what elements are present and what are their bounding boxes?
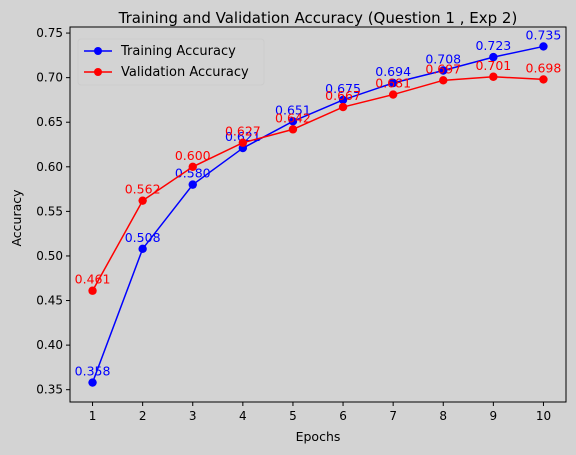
validation-accuracy-data-label: 0.600 bbox=[175, 148, 211, 163]
validation-accuracy-point bbox=[88, 286, 97, 295]
training-accuracy-data-label: 0.723 bbox=[475, 38, 511, 53]
validation-accuracy-point bbox=[539, 75, 548, 84]
legend-label-training: Training Accuracy bbox=[120, 44, 236, 59]
validation-accuracy-data-label: 0.698 bbox=[526, 60, 562, 75]
legend-label-validation: Validation Accuracy bbox=[121, 65, 249, 80]
x-tick-label: 10 bbox=[536, 409, 551, 423]
validation-accuracy-point bbox=[338, 102, 348, 112]
training-accuracy-point bbox=[288, 117, 298, 126]
training-accuracy-data-label: 0.735 bbox=[526, 27, 562, 42]
training-accuracy-point bbox=[539, 42, 548, 51]
validation-accuracy-data-label: 0.642 bbox=[275, 110, 311, 125]
y-tick-label: 0.40 bbox=[36, 338, 63, 352]
legend-box bbox=[77, 38, 265, 86]
validation-accuracy-line bbox=[91, 75, 544, 292]
training-accuracy-point bbox=[88, 378, 97, 387]
x-tick-label: 1 bbox=[89, 409, 97, 423]
training-accuracy-data-label: 0.675 bbox=[325, 81, 361, 96]
training-accuracy-data-label: 0.708 bbox=[425, 52, 461, 67]
x-tick-label: 4 bbox=[239, 409, 247, 423]
training-accuracy-point bbox=[489, 52, 498, 62]
training-accuracy-data-label: 0.651 bbox=[275, 102, 311, 117]
training-accuracy-data-label: 0.508 bbox=[125, 230, 161, 245]
training-accuracy-point bbox=[338, 95, 348, 105]
legend-marker-training bbox=[94, 47, 102, 55]
legend-marker-validation bbox=[94, 68, 102, 76]
training-accuracy-point bbox=[188, 180, 197, 189]
training-accuracy-data-label: 0.694 bbox=[375, 64, 411, 79]
x-tick-label: 5 bbox=[289, 409, 297, 423]
training-accuracy-point bbox=[138, 244, 147, 254]
validation-accuracy-data-label: 0.461 bbox=[75, 272, 111, 287]
y-tick-label: 0.50 bbox=[36, 249, 63, 263]
training-accuracy-data-label: 0.358 bbox=[75, 364, 111, 379]
y-tick-label: 0.75 bbox=[36, 26, 63, 40]
validation-accuracy-data-label: 0.562 bbox=[125, 182, 161, 197]
plot-frame bbox=[69, 26, 567, 403]
validation-accuracy-data-label: 0.681 bbox=[375, 76, 411, 91]
validation-accuracy-point bbox=[288, 125, 298, 134]
y-tick-label: 0.65 bbox=[36, 115, 63, 129]
x-tick-label: 3 bbox=[189, 409, 197, 423]
y-axis-title: Accuracy bbox=[9, 189, 24, 247]
legend: Training Accuracy Validation Accuracy bbox=[77, 38, 265, 86]
validation-accuracy-data-label: 0.627 bbox=[225, 124, 261, 139]
y-tick-label: 0.55 bbox=[36, 204, 63, 218]
chart-title: Training and Validation Accuracy (Questi… bbox=[118, 9, 518, 27]
validation-accuracy-point bbox=[489, 72, 498, 81]
x-tick-label: 8 bbox=[439, 409, 447, 423]
y-tick-label: 0.35 bbox=[36, 383, 63, 397]
training-accuracy-line bbox=[91, 45, 544, 383]
x-tick-label: 6 bbox=[339, 409, 347, 423]
y-tick-label: 0.45 bbox=[36, 294, 63, 308]
validation-accuracy-data-label: 0.697 bbox=[425, 61, 461, 76]
validation-accuracy-data-label: 0.667 bbox=[325, 88, 361, 103]
validation-accuracy-point bbox=[388, 90, 398, 99]
x-axis-title: Epochs bbox=[296, 429, 341, 444]
x-tick-label: 7 bbox=[389, 409, 397, 423]
validation-accuracy-point bbox=[138, 196, 147, 205]
validation-accuracy-data-label: 0.701 bbox=[475, 58, 511, 73]
y-tick-label: 0.70 bbox=[36, 71, 63, 85]
validation-accuracy-point bbox=[188, 162, 197, 172]
training-accuracy-point bbox=[388, 78, 398, 88]
training-accuracy-point bbox=[439, 66, 448, 75]
x-tick-label: 2 bbox=[139, 409, 147, 423]
validation-accuracy-point bbox=[439, 76, 448, 85]
x-tick-label: 9 bbox=[490, 409, 498, 423]
training-accuracy-data-label: 0.580 bbox=[175, 166, 211, 181]
validation-accuracy-point bbox=[238, 138, 248, 147]
y-tick-label: 0.60 bbox=[36, 160, 63, 174]
